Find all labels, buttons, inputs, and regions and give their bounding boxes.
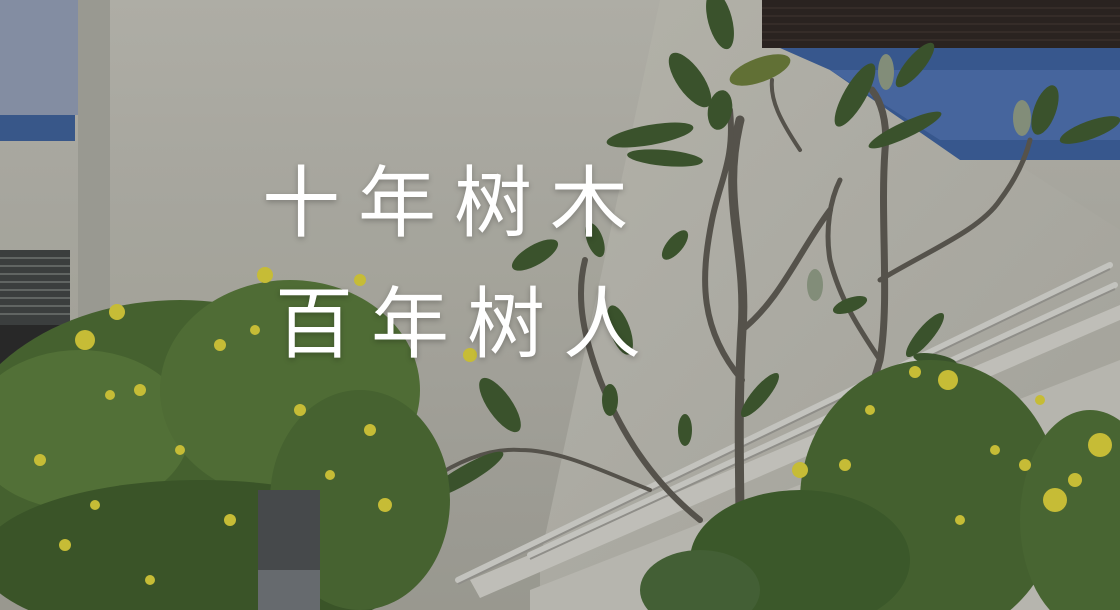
vent-slats: [0, 257, 70, 315]
window-panel: [0, 0, 78, 115]
vent: [0, 250, 70, 325]
yellow-flowers-right: [792, 366, 1112, 525]
handrail: [455, 262, 1118, 583]
yellow-flower-shrub-right: [640, 360, 1120, 610]
brick-lines: [762, 7, 1120, 41]
blue-trim-left: [0, 115, 75, 141]
